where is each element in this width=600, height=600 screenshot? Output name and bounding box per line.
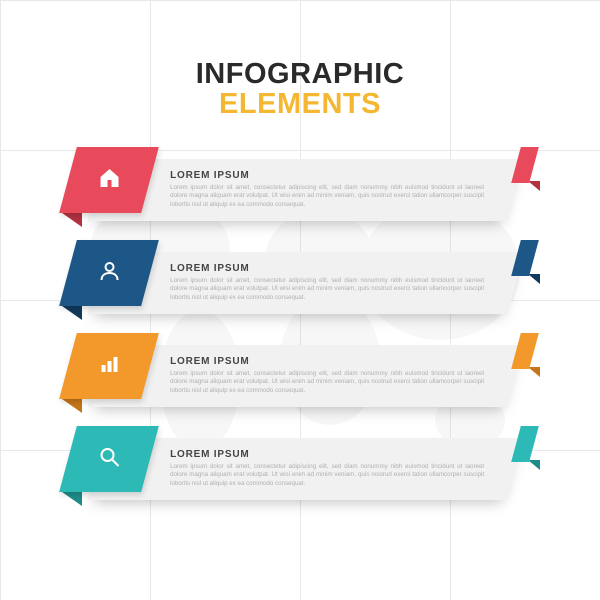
title-line1: INFOGRAPHIC: [0, 58, 600, 91]
banner-item: LOREM IPSUM Lorem ipsum dolor sit amet, c…: [60, 430, 540, 508]
banner-item: LOREM IPSUM Lorem ipsum dolor sit amet, c…: [60, 244, 540, 322]
accent-fold: [528, 367, 540, 377]
item-body: Lorem ipsum dolor sit amet, consectetur …: [170, 370, 484, 395]
ribbon-fold: [62, 492, 82, 506]
user-icon: [93, 259, 125, 288]
accent-fold: [528, 181, 540, 191]
item-body: Lorem ipsum dolor sit amet, consectetur …: [170, 184, 484, 209]
accent-tab: [511, 240, 539, 276]
home-icon: [93, 166, 125, 195]
accent-fold: [528, 274, 540, 284]
ribbon-fold: [62, 399, 82, 413]
ribbon-fold: [62, 306, 82, 320]
search-icon: [93, 445, 125, 474]
title-line2: ELEMENTS: [0, 88, 600, 121]
header: INFOGRAPHIC ELEMENTS: [0, 0, 600, 121]
item-body: Lorem ipsum dolor sit amet, consectetur …: [170, 277, 484, 302]
content-bar: LOREM IPSUM Lorem ipsum dolor sit amet, c…: [88, 159, 525, 221]
content-bar: LOREM IPSUM Lorem ipsum dolor sit amet, c…: [88, 345, 525, 407]
banner-item: LOREM IPSUM Lorem ipsum dolor sit amet, c…: [60, 337, 540, 415]
accent-tab: [511, 333, 539, 369]
ribbon-fold: [62, 213, 82, 227]
item-title: LOREM IPSUM: [170, 449, 484, 460]
item-title: LOREM IPSUM: [170, 170, 484, 181]
accent-tab: [511, 426, 539, 462]
item-title: LOREM IPSUM: [170, 356, 484, 367]
banner-item: LOREM IPSUM Lorem ipsum dolor sit amet, c…: [60, 151, 540, 229]
content-bar: LOREM IPSUM Lorem ipsum dolor sit amet, c…: [88, 438, 525, 500]
item-title: LOREM IPSUM: [170, 263, 484, 274]
banner-list: LOREM IPSUM Lorem ipsum dolor sit amet, c…: [0, 151, 600, 508]
item-body: Lorem ipsum dolor sit amet, consectetur …: [170, 463, 484, 488]
bars-icon: [93, 352, 125, 381]
accent-tab: [511, 147, 539, 183]
accent-fold: [528, 460, 540, 470]
content-bar: LOREM IPSUM Lorem ipsum dolor sit amet, c…: [88, 252, 525, 314]
